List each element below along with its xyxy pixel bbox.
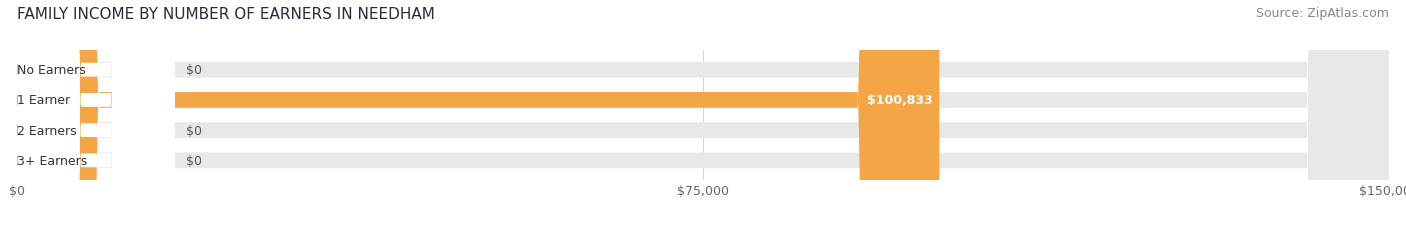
FancyBboxPatch shape: [17, 0, 939, 231]
Text: $100,833: $100,833: [868, 94, 932, 107]
FancyBboxPatch shape: [17, 0, 174, 231]
Text: No Earners: No Earners: [17, 64, 86, 77]
Text: FAMILY INCOME BY NUMBER OF EARNERS IN NEEDHAM: FAMILY INCOME BY NUMBER OF EARNERS IN NE…: [17, 7, 434, 22]
FancyBboxPatch shape: [17, 0, 174, 231]
Text: 3+ Earners: 3+ Earners: [17, 154, 87, 167]
FancyBboxPatch shape: [17, 0, 1389, 231]
FancyBboxPatch shape: [17, 0, 1389, 231]
Text: Source: ZipAtlas.com: Source: ZipAtlas.com: [1256, 7, 1389, 20]
Text: 2 Earners: 2 Earners: [17, 124, 76, 137]
FancyBboxPatch shape: [17, 0, 174, 231]
FancyBboxPatch shape: [17, 0, 1389, 231]
Text: 1 Earner: 1 Earner: [17, 94, 70, 107]
Text: $0: $0: [186, 154, 201, 167]
Text: $0: $0: [186, 124, 201, 137]
FancyBboxPatch shape: [17, 0, 174, 231]
FancyBboxPatch shape: [17, 0, 1389, 231]
Text: $0: $0: [186, 64, 201, 77]
